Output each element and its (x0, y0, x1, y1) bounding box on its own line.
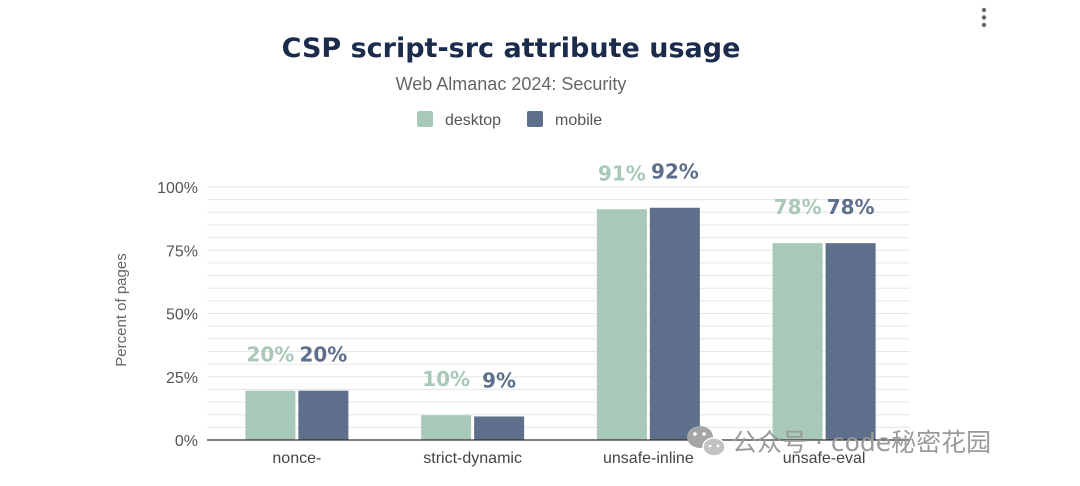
data-label-mobile: 20% (299, 343, 347, 367)
bar-mobile-nonce (298, 390, 349, 440)
legend-item-mobile[interactable]: mobile (527, 111, 602, 129)
wechat-icon (687, 426, 726, 457)
data-label-desktop: 78% (774, 195, 822, 219)
bars (245, 207, 876, 440)
category-label: strict-dynamic (423, 450, 522, 467)
legend: desktop mobile (417, 111, 602, 129)
category-labels: nonce-strict-dynamic unsafe-inline unsafe-… (272, 450, 865, 467)
bar-mobile-unsafe-inline (649, 207, 700, 440)
more-vertical-icon[interactable] (974, 3, 994, 32)
bar-desktop-unsafe-eval (772, 243, 823, 440)
y-tick-label: 0% (175, 433, 198, 450)
chart-title: CSP script-src attribute usage (282, 33, 741, 64)
data-label-desktop: 91% (598, 161, 646, 185)
y-tick-label: 25% (166, 370, 198, 387)
bar-mobile-unsafe-eval (825, 243, 876, 440)
y-axis-title: Percent of pages (113, 253, 130, 366)
bar-desktop-nonce (245, 390, 296, 440)
legend-label: desktop (445, 112, 501, 129)
bar-desktop-strict-dynamic (421, 415, 472, 440)
legend-swatch (417, 111, 433, 127)
data-label-desktop: 20% (246, 343, 294, 367)
legend-label: mobile (555, 112, 602, 129)
category-label: unsafe-inline (603, 450, 694, 467)
bar-mobile-strict-dynamic (474, 416, 525, 440)
data-labels: 20% 20% 10% 9% 91% 92% 78% 78% (246, 160, 874, 393)
data-label-desktop: 10% (422, 367, 470, 391)
watermark-text: 公众号 · code秘密花园 (732, 428, 991, 457)
legend-swatch (527, 111, 543, 127)
y-axis-ticks: 0% 25% 50% 75% 100% (157, 180, 198, 450)
data-label-mobile: 78% (827, 195, 875, 219)
legend-item-desktop[interactable]: desktop (417, 111, 501, 129)
data-label-mobile: 92% (651, 160, 699, 184)
category-label: nonce- (272, 450, 321, 467)
y-tick-label: 75% (166, 243, 198, 260)
category-label: unsafe-eval (783, 450, 866, 467)
watermark: 公众号 · code秘密花园 (687, 426, 991, 457)
y-tick-label: 100% (157, 180, 198, 197)
chart-subtitle: Web Almanac 2024: Security (396, 74, 627, 94)
y-tick-label: 50% (166, 307, 198, 324)
bar-desktop-unsafe-inline (596, 209, 647, 440)
data-label-mobile: 9% (482, 368, 516, 392)
